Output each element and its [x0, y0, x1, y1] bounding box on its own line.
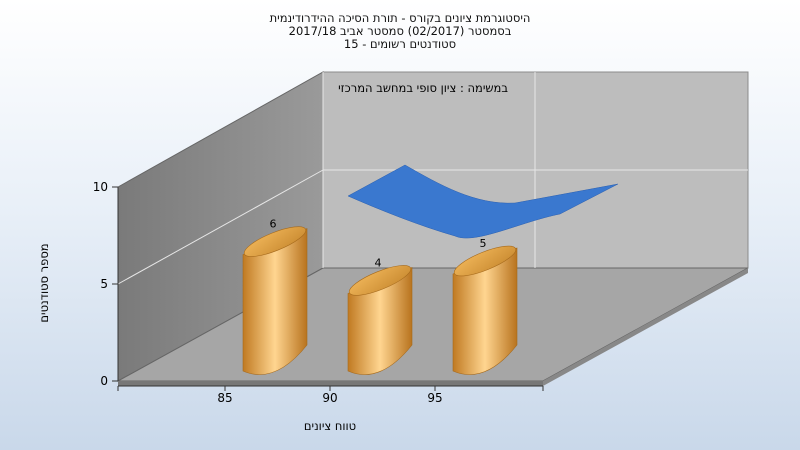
y-tick-label: 5: [100, 277, 108, 291]
floor-edge: [118, 381, 543, 386]
bar-body: [242, 228, 308, 375]
x-tick-label: 85: [217, 391, 232, 405]
x-axis-title: טווח ציונים: [304, 419, 356, 433]
chart-title-line-1: היסטוגרמת ציונים בקורס - תורת הסיכה ההיד…: [269, 11, 531, 25]
chart-title-line-2: בסמסטר (02/2017) סמסטר אביב 2017/18: [288, 24, 512, 38]
y-tick-label: 10: [93, 180, 108, 194]
chart-annotation: במשימה : ציון סופי במחשב המרכזי: [338, 81, 508, 95]
y-axis-title: מספר סטודנטים: [37, 243, 51, 322]
bar-value-label: 6: [270, 218, 277, 231]
chart-title-line-3: סטודנטים רשומים - 15: [343, 37, 457, 51]
bar-value-label: 4: [375, 256, 382, 269]
bar-value-label: 5: [480, 237, 487, 250]
bar: [347, 265, 413, 375]
bar-top: [348, 265, 412, 296]
y-ticks: 0 5 10: [93, 180, 118, 388]
bar-top: [243, 226, 307, 257]
y-tick-label: 0: [100, 374, 108, 388]
x-tick-label: 90: [322, 391, 337, 405]
bar: [452, 245, 518, 375]
bar-top: [453, 245, 517, 277]
bars: 6 4 5: [242, 218, 518, 375]
bar: [242, 226, 308, 375]
grid: [117, 72, 748, 285]
distribution-curve: [347, 164, 619, 239]
floor-edge-side: [543, 268, 748, 386]
x-ticks: 85 90 95: [117, 386, 544, 405]
bar-body: [452, 247, 518, 375]
x-tick-label: 95: [427, 391, 442, 405]
